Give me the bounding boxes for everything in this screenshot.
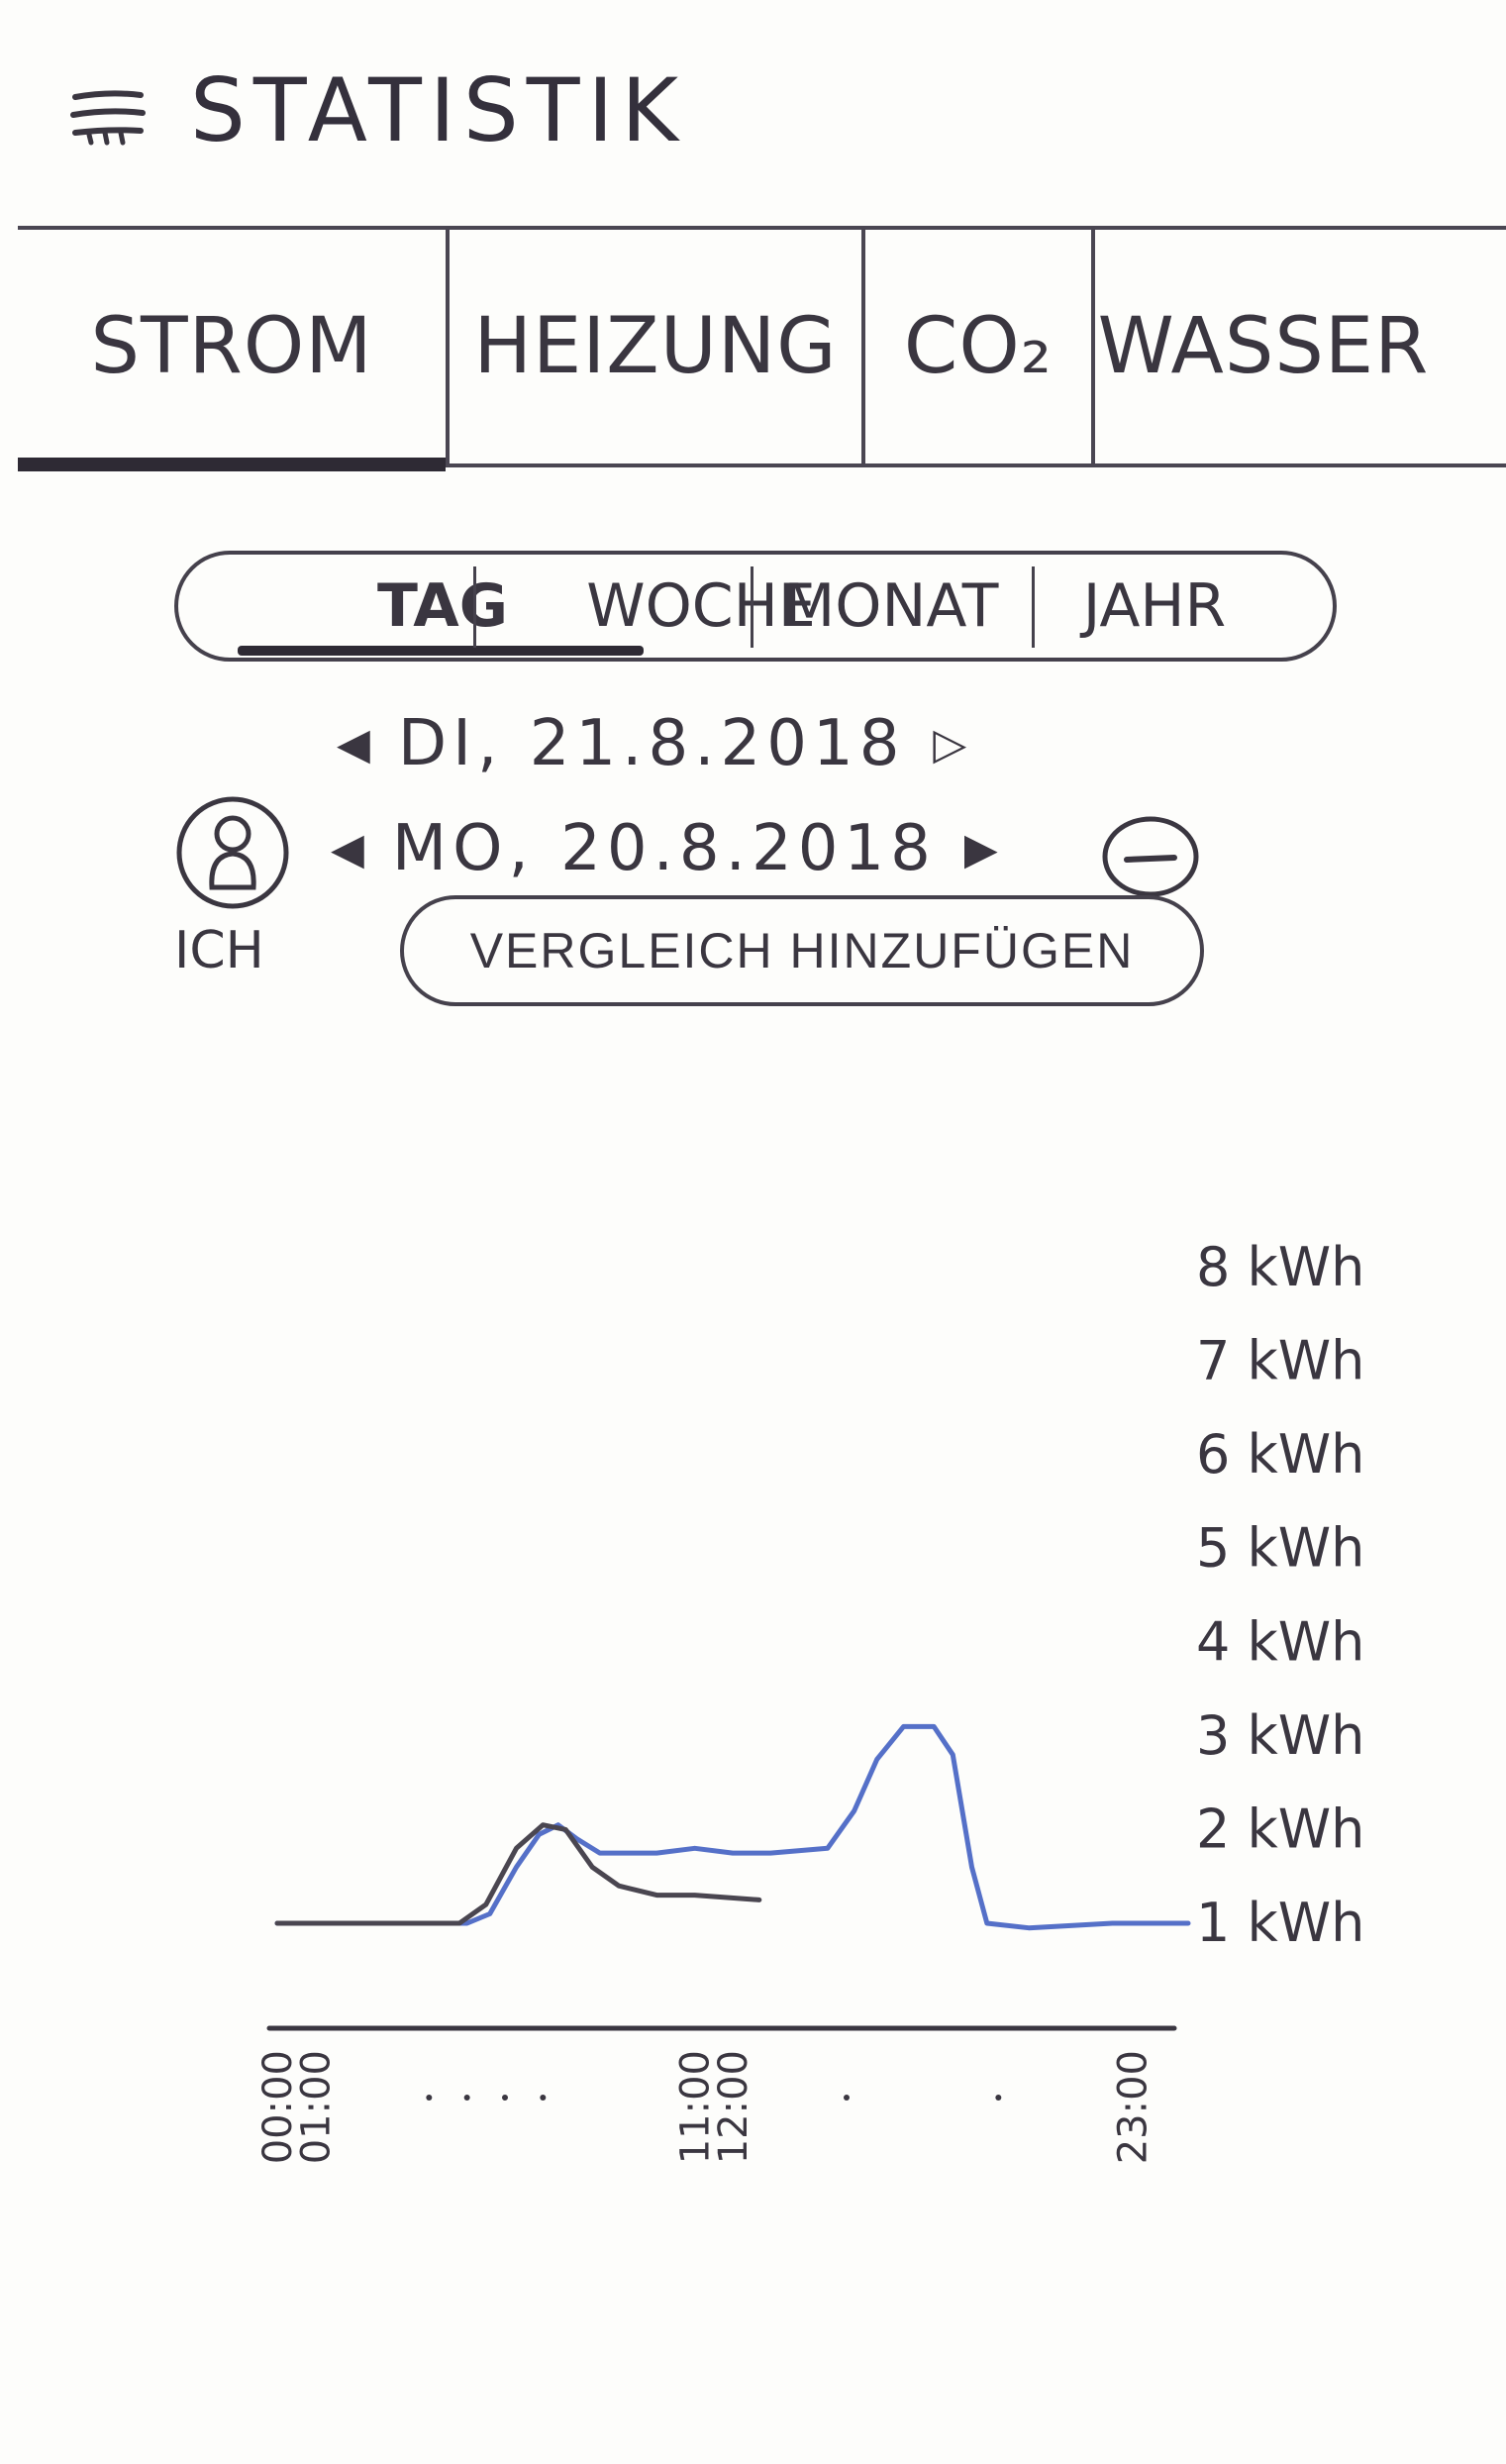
segment-divider <box>473 566 476 648</box>
primary-date: DI, 21.8.2018 <box>397 707 906 780</box>
tabs-top-border <box>18 226 1506 230</box>
y-tick-label: 6 kWh <box>1196 1423 1364 1486</box>
x-tick-label: 12:00 <box>711 2050 756 2164</box>
active-tab-indicator <box>18 458 446 471</box>
consumption-chart: 8 kWh 7 kWh 6 kWh 5 kWh 4 kWh 3 kWh 2 kWh 1 kWh… <box>255 1236 1364 2164</box>
x-axis-ellipsis-dot <box>540 2095 547 2101</box>
comparison-date-row: ◀ MO, 20.8.2018 ▶ <box>331 804 998 893</box>
tab-strom-label: STROM <box>90 302 373 391</box>
tab-heizung[interactable]: HEIZUNG <box>450 230 861 463</box>
tab-co2[interactable]: CO₂ <box>865 230 1091 463</box>
y-tick-label: 5 kWh <box>1196 1517 1364 1580</box>
x-tick-label: 11:00 <box>673 2050 719 2164</box>
tabs-bottom-border <box>18 463 1506 467</box>
period-tag[interactable]: TAG <box>238 555 648 658</box>
y-tick-label: 1 kWh <box>1196 1892 1364 1954</box>
y-tick-label: 3 kWh <box>1196 1704 1364 1767</box>
period-monat-label: MONAT <box>783 571 999 641</box>
add-comparison-button[interactable]: VERGLEICH HINZUFÜGEN <box>400 895 1204 1006</box>
user-label: ICH <box>174 921 264 980</box>
period-selector: TAG WOCHE MONAT JAHR <box>174 551 1337 662</box>
x-axis-ellipsis-dot <box>463 2095 470 2101</box>
remove-comparison-icon[interactable] <box>1101 814 1200 899</box>
previous-day-arrow-icon[interactable]: ◀ <box>331 823 364 874</box>
active-period-indicator <box>238 646 644 656</box>
period-tag-label: TAG <box>377 571 508 641</box>
period-jahr-label: JAHR <box>1082 571 1227 641</box>
period-woche[interactable]: WOCHE <box>477 555 925 658</box>
comparison-date: MO, 20.8.2018 <box>391 812 937 885</box>
y-tick-label: 4 kWh <box>1196 1610 1364 1673</box>
series-line-comparison <box>274 1822 762 1926</box>
x-axis-ellipsis-dot <box>844 2095 850 2101</box>
previous-day-arrow-icon[interactable]: ◀ <box>337 718 370 770</box>
series-line-primary <box>274 1723 1191 1931</box>
tab-co2-label: CO₂ <box>903 302 1054 391</box>
tab-wasser[interactable]: WASSER <box>1095 230 1432 463</box>
x-tick-label: 00:00 <box>255 2050 301 2164</box>
tab-strom[interactable]: STROM <box>18 230 446 463</box>
x-axis-ellipsis-dot <box>995 2095 1002 2101</box>
period-monat[interactable]: MONAT <box>754 555 1028 658</box>
segment-divider <box>751 566 753 648</box>
x-axis-ellipsis-dot <box>502 2095 508 2101</box>
y-tick-label: 2 kWh <box>1196 1797 1364 1860</box>
x-axis-ellipsis-dot <box>426 2095 433 2101</box>
y-tick-label: 8 kWh <box>1196 1236 1364 1298</box>
hamburger-menu-icon[interactable] <box>69 87 147 147</box>
x-tick-label: 01:00 <box>293 2050 339 2164</box>
next-day-arrow-icon[interactable]: ▷ <box>933 718 967 770</box>
tab-divider <box>861 230 865 463</box>
segment-divider <box>1032 566 1035 648</box>
tab-wasser-label: WASSER <box>1097 302 1430 391</box>
primary-date-row: ◀ DI, 21.8.2018 ▷ <box>337 699 966 788</box>
period-jahr[interactable]: JAHR <box>1036 555 1273 658</box>
tab-divider <box>446 230 450 463</box>
next-day-arrow-icon[interactable]: ▶ <box>963 823 998 874</box>
y-tick-label: 7 kWh <box>1196 1330 1364 1392</box>
person-icon <box>176 796 289 909</box>
tab-divider <box>1091 230 1095 463</box>
x-tick-label: 23:00 <box>1111 2050 1156 2164</box>
period-woche-label: WOCHE <box>586 571 816 641</box>
tab-heizung-label: HEIZUNG <box>473 302 838 391</box>
page-title: STATISTIK <box>190 59 687 161</box>
